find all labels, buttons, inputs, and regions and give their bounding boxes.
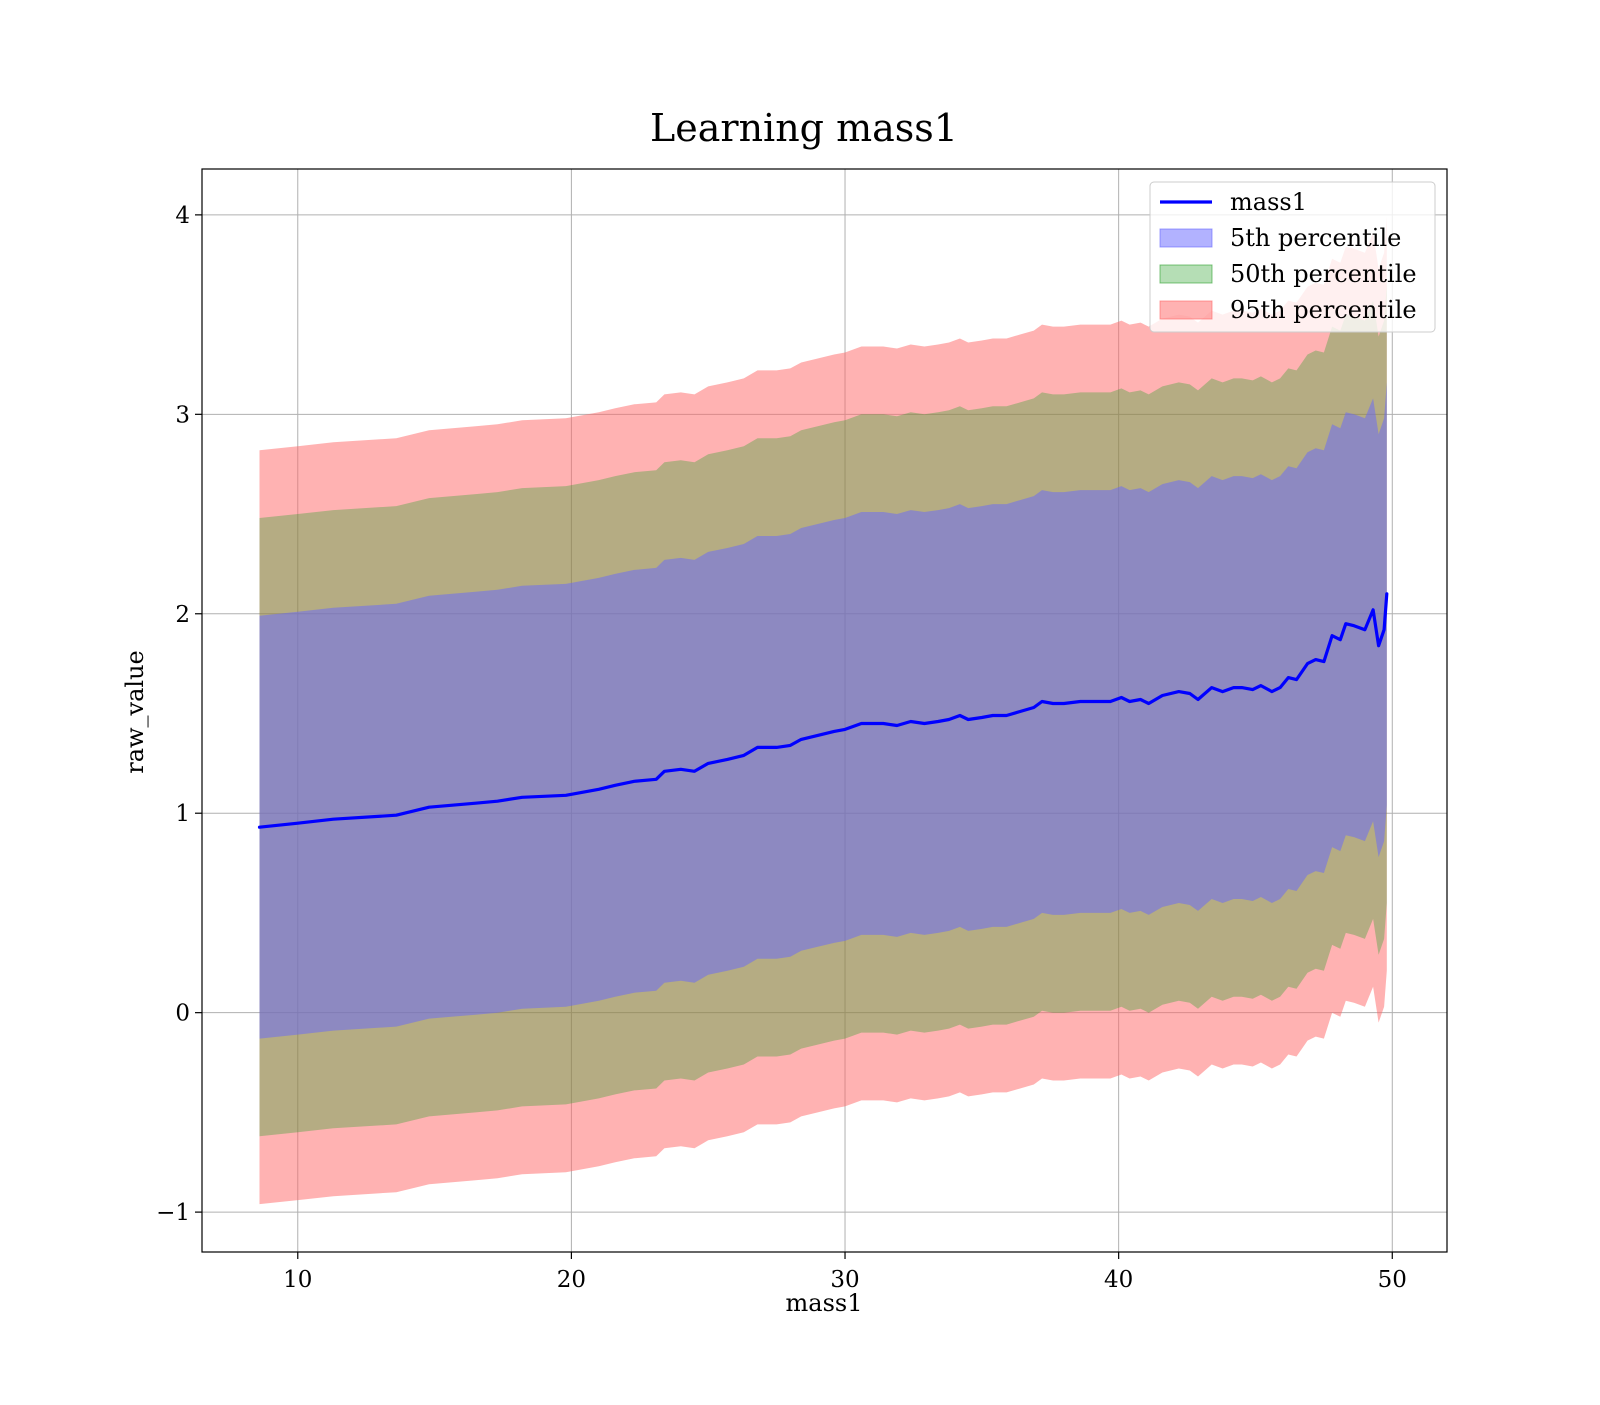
ticks: 10 20 30 40 50 −1 0 1 2 3 4 [156, 203, 1407, 1293]
y-axis-label: raw_value [121, 650, 149, 774]
y-tick-label-3: 2 [175, 602, 190, 628]
line-mass1 [257, 592, 1389, 829]
legend: mass1 5th percentile 50th percentile 95th p… [1149, 181, 1436, 333]
x-tick-label-0: 10 [283, 1267, 312, 1293]
legend-label-50th-percentile: 50th percentile [1230, 260, 1417, 288]
x-tick-label-4: 50 [1378, 1267, 1407, 1293]
legend-swatch-95th-percentile [1159, 300, 1213, 320]
legend-label-95th-percentile: 95th percentile [1230, 296, 1417, 324]
chart-title: Learning mass1 [650, 106, 958, 150]
x-tick-label-2: 30 [830, 1267, 859, 1293]
plot-area: 10 20 30 40 50 −1 0 1 2 3 4 mass1 5th percentile 50th… [156, 168, 1448, 1293]
y-tick-label-2: 1 [175, 801, 190, 827]
bands [259, 216, 1387, 1205]
y-tick-label-1: 0 [175, 1001, 190, 1027]
y-tick-label-5: 4 [175, 203, 190, 229]
legend-label-mass1: mass1 [1230, 188, 1307, 216]
y-tick-label-4: 3 [175, 402, 190, 428]
legend-box [1149, 181, 1436, 333]
x-tick-label-1: 20 [557, 1267, 586, 1293]
axes-frame [201, 168, 1448, 1253]
x-axis-label: mass1 [786, 1289, 863, 1317]
band-5th-percentile [259, 382, 1387, 1039]
legend-label-5th-percentile: 5th percentile [1230, 224, 1401, 252]
y-tick-label-0: −1 [156, 1200, 190, 1226]
legend-swatch-5th-percentile [1159, 228, 1213, 248]
series-lines [257, 592, 1389, 829]
x-tick-label-3: 40 [1104, 1267, 1133, 1293]
legend-swatch-50th-percentile [1159, 264, 1213, 284]
